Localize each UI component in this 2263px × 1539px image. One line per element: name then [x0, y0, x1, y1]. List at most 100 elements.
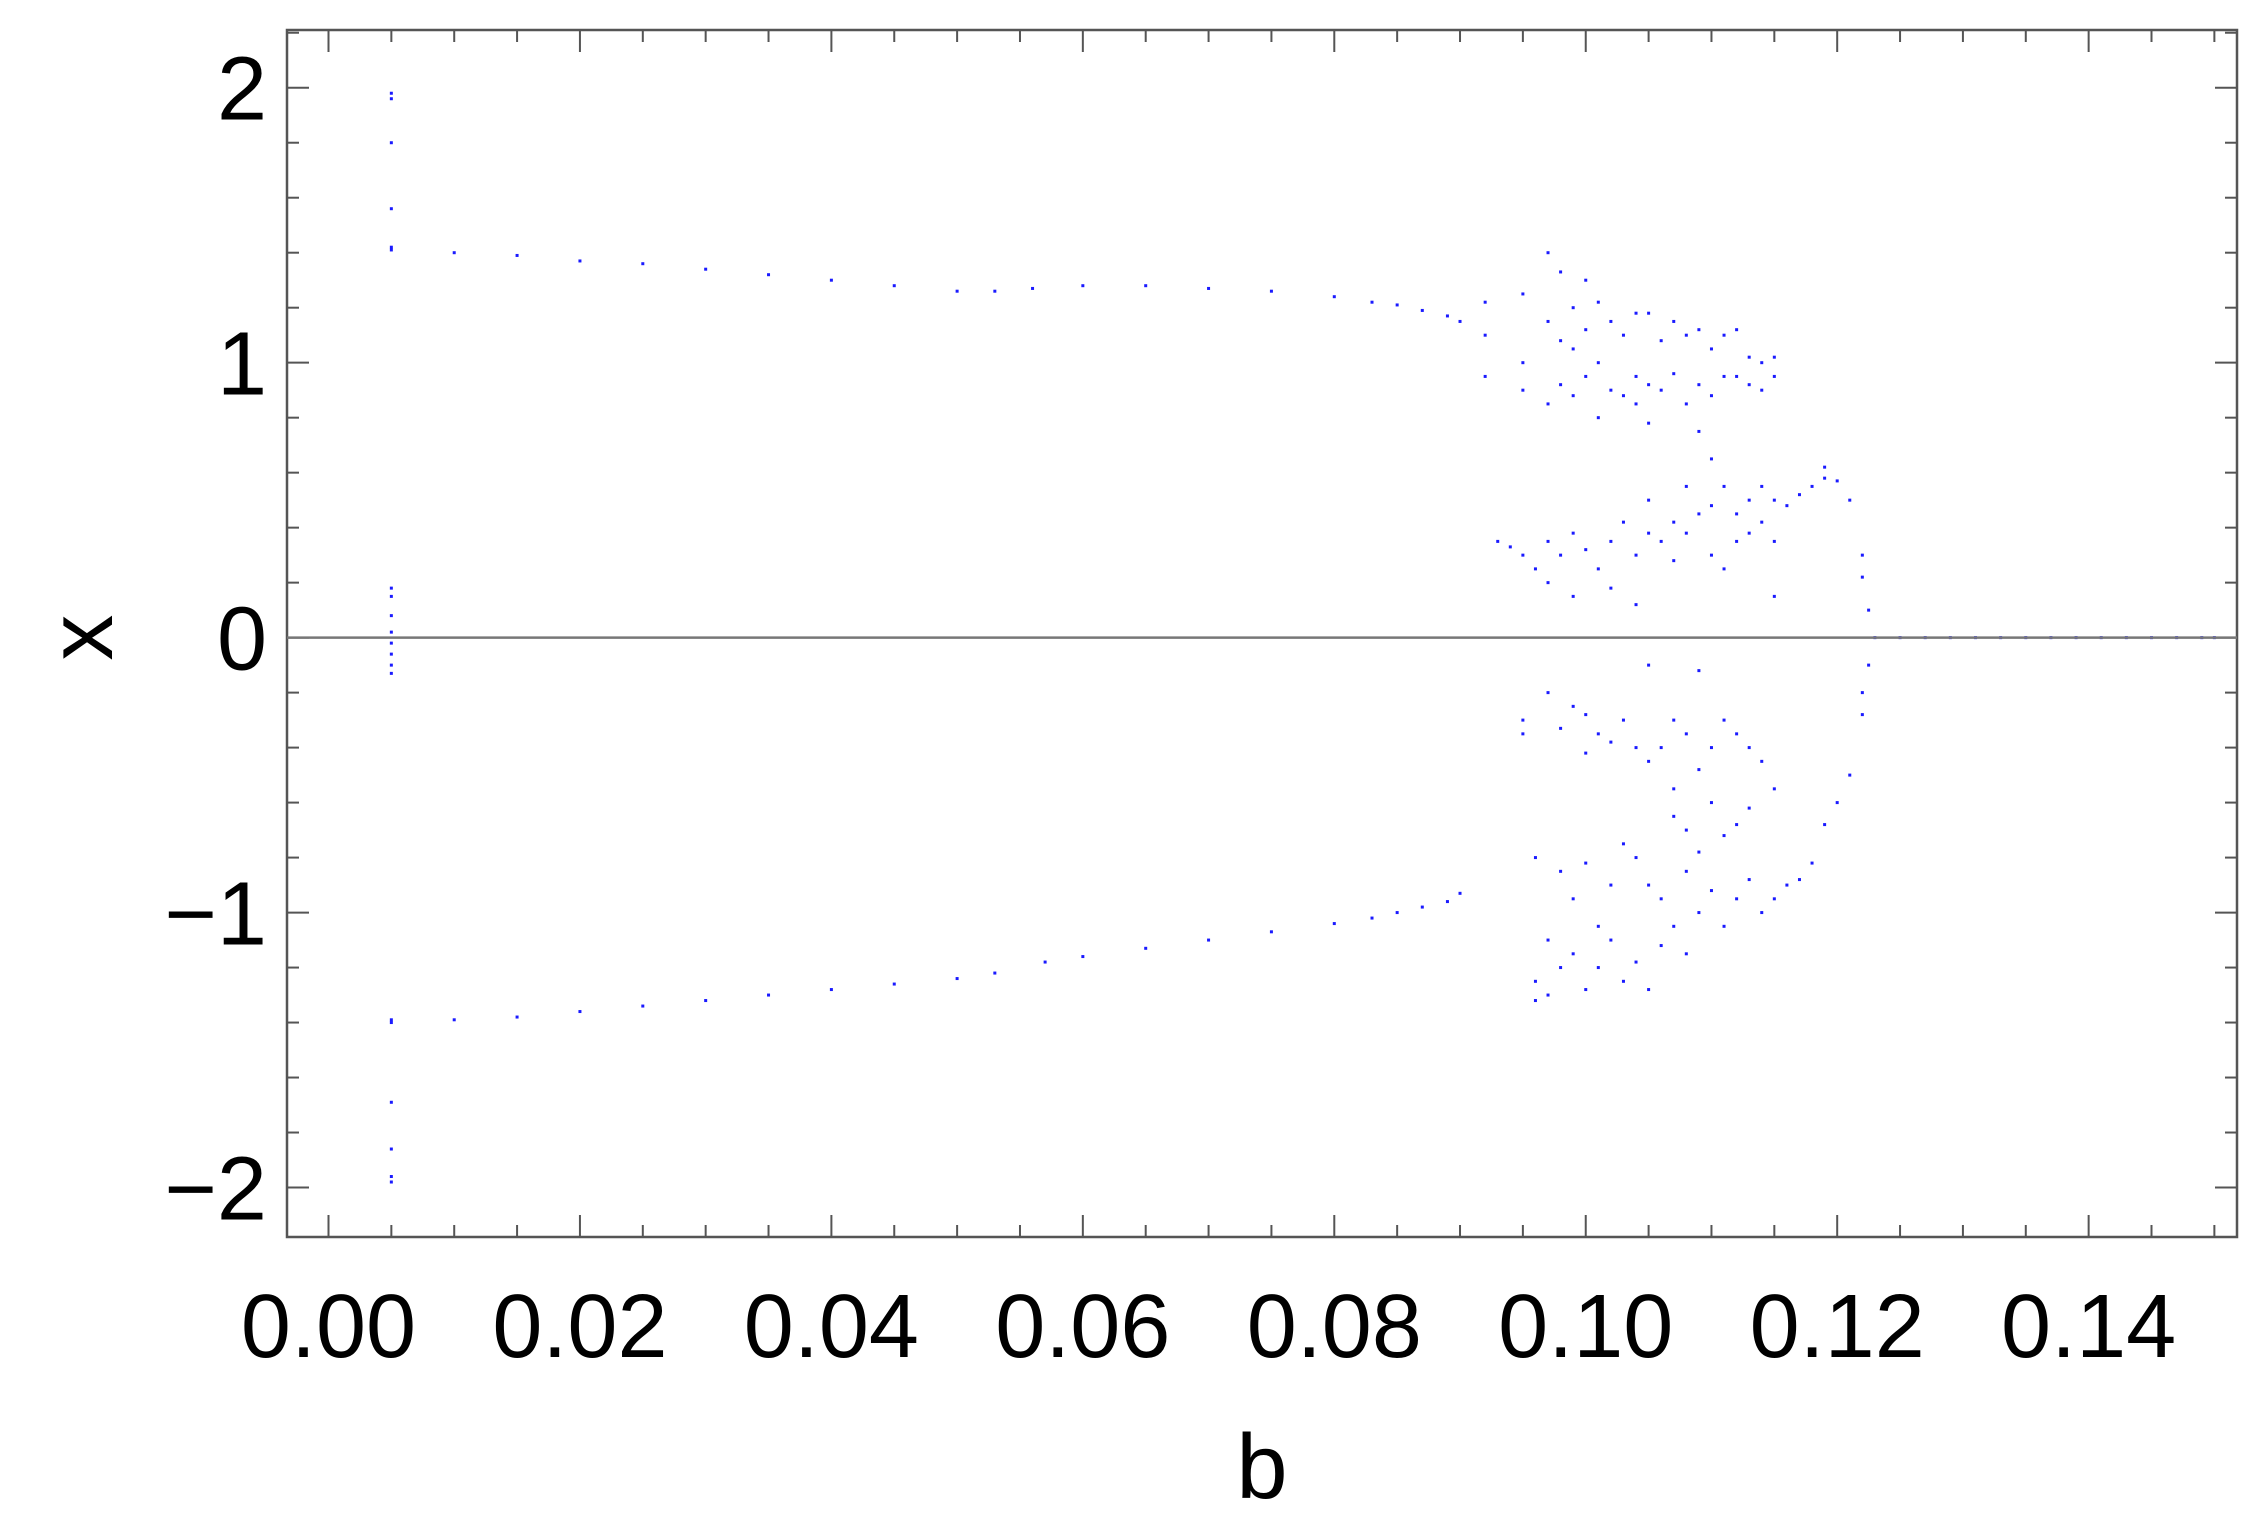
data-point: [1709, 801, 1713, 805]
data-point: [1621, 394, 1625, 398]
data-point: [1081, 955, 1085, 959]
data-point: [1571, 347, 1575, 351]
data-point: [1081, 284, 1085, 288]
data-point: [1709, 889, 1713, 893]
data-point: [892, 982, 896, 986]
data-point: [1621, 842, 1625, 846]
data-point: [1867, 608, 1871, 612]
data-point: [515, 1015, 519, 1019]
data-point: [1634, 856, 1638, 860]
data-point: [1684, 484, 1688, 488]
data-point: [1860, 553, 1864, 557]
data-point: [389, 245, 393, 249]
data-point: [993, 289, 997, 293]
data-point: [1521, 718, 1525, 722]
data-point: [389, 594, 393, 598]
data-point: [1860, 713, 1864, 717]
data-point: [1609, 938, 1613, 942]
data-point: [1684, 333, 1688, 337]
data-point: [1697, 768, 1701, 772]
data-point: [1609, 586, 1613, 590]
data-point: [389, 97, 393, 101]
data-point: [1709, 457, 1713, 461]
data-point: [1647, 498, 1651, 502]
data-point: [1559, 270, 1563, 274]
data-point: [1810, 484, 1814, 488]
ticks-layer: [287, 30, 2237, 1237]
data-point: [1797, 493, 1801, 497]
data-point: [1772, 594, 1776, 598]
data-point: [1684, 402, 1688, 406]
data-point: [1458, 319, 1462, 323]
data-point: [704, 267, 708, 271]
data-point: [1533, 567, 1537, 571]
data-point: [1571, 704, 1575, 708]
data-point: [1684, 732, 1688, 736]
data-point: [1772, 498, 1776, 502]
data-point: [389, 1175, 393, 1179]
plot-frame: [285, 28, 2239, 1239]
data-point: [1848, 498, 1852, 502]
data-point: [1709, 746, 1713, 750]
data-point: [1647, 663, 1651, 667]
data-point: [389, 641, 393, 645]
x-tick-label: 0.00: [241, 1277, 416, 1377]
data-point: [1722, 834, 1726, 838]
data-point: [1546, 691, 1550, 695]
data-point: [1747, 383, 1751, 387]
data-point: [1521, 388, 1525, 392]
y-tick-label: 0: [217, 590, 267, 690]
data-point: [1760, 520, 1764, 524]
data-point: [1722, 333, 1726, 337]
data-point: [955, 289, 959, 293]
data-point: [1735, 512, 1739, 516]
data-point: [1659, 388, 1663, 392]
data-point: [1609, 319, 1613, 323]
data-point: [1559, 726, 1563, 730]
data-point: [1672, 520, 1676, 524]
data-point: [1760, 484, 1764, 488]
data-point: [1584, 861, 1588, 865]
labels-layer: 0.00 0.02 0.04 0.06 0.08 0.10 0.12 0.14 2 1 0 −1 −2: [164, 40, 2176, 1377]
data-point: [1647, 531, 1651, 535]
data-point: [1860, 575, 1864, 579]
data-point: [389, 614, 393, 618]
data-point: [1207, 938, 1211, 942]
data-point: [1332, 922, 1336, 926]
data-point: [1709, 347, 1713, 351]
data-point: [829, 278, 833, 282]
data-point: [1521, 292, 1525, 296]
data-point: [1559, 383, 1563, 387]
data-point: [1747, 355, 1751, 359]
data-point: [1496, 539, 1500, 543]
data-point: [1521, 553, 1525, 557]
data-point: [1785, 504, 1789, 508]
data-point: [1659, 339, 1663, 343]
data-point: [1697, 850, 1701, 854]
data-point: [1621, 520, 1625, 524]
data-point: [1596, 416, 1600, 420]
data-point: [389, 630, 393, 634]
data-point: [1546, 319, 1550, 323]
data-point: [1697, 669, 1701, 673]
data-point: [1571, 594, 1575, 598]
data-point: [1672, 718, 1676, 722]
x-tick-label: 0.08: [1247, 1277, 1422, 1377]
data-point: [389, 586, 393, 590]
data-point: [1848, 773, 1852, 777]
data-point: [1609, 539, 1613, 543]
data-point: [389, 663, 393, 667]
data-point: [389, 1180, 393, 1184]
data-point: [1621, 979, 1625, 983]
y-tick-label: 2: [217, 40, 267, 140]
data-point: [1760, 388, 1764, 392]
data-point: [1584, 751, 1588, 755]
data-point: [1609, 740, 1613, 744]
data-point: [1659, 944, 1663, 948]
data-point: [1659, 746, 1663, 750]
data-point: [1697, 911, 1701, 915]
data-point: [1483, 300, 1487, 304]
data-point: [1747, 746, 1751, 750]
